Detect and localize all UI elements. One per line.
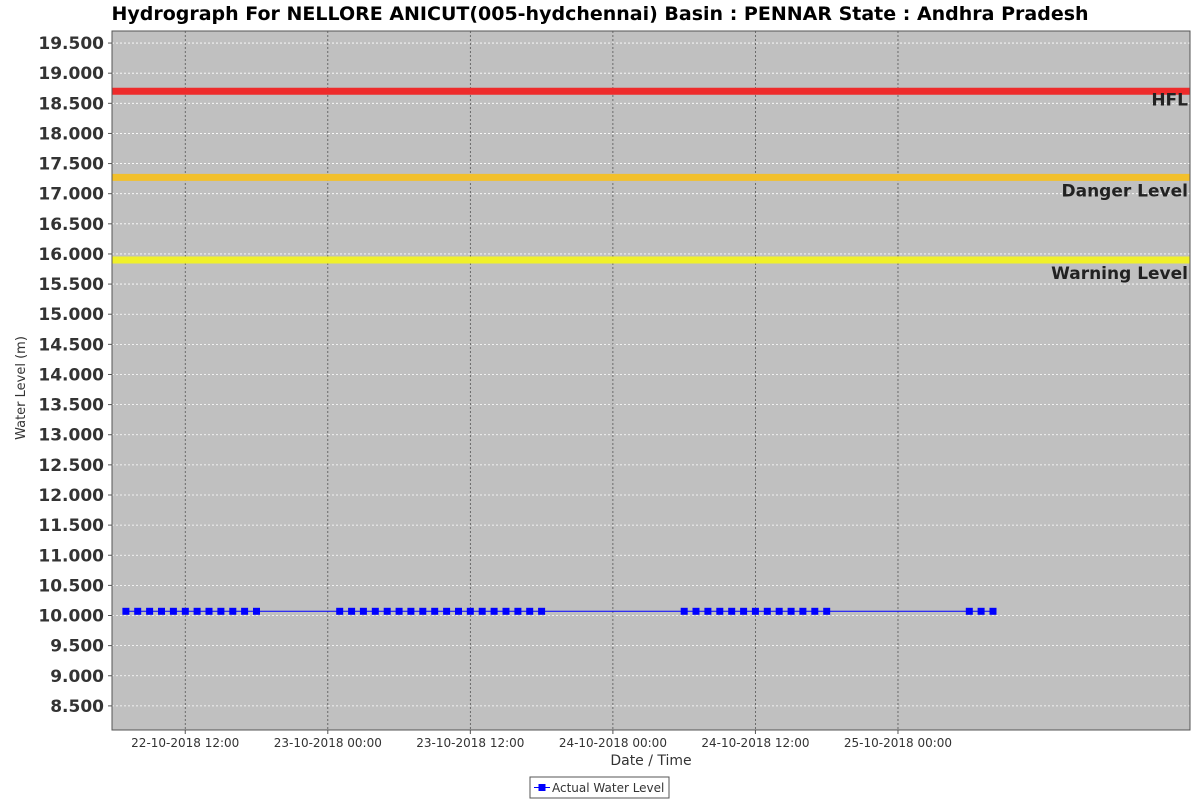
y-tick-label: 12.500: [38, 456, 104, 476]
data-point: [134, 607, 142, 615]
plot-border: [111, 30, 1191, 731]
data-point: [122, 607, 130, 615]
y-tick-label: 18.500: [38, 94, 104, 114]
data-point: [193, 607, 201, 615]
y-tick-label: 9.000: [50, 667, 104, 687]
data-point: [478, 607, 486, 615]
hfl-label: HFL: [1151, 90, 1188, 110]
data-point: [763, 607, 771, 615]
data-point: [728, 607, 736, 615]
series-layer: [122, 607, 997, 615]
data-point: [526, 607, 534, 615]
y-tick-label: 16.500: [38, 215, 104, 235]
y-tick-label: 18.000: [38, 124, 104, 144]
data-point: [490, 607, 498, 615]
y-tick-label: 10.500: [38, 576, 104, 596]
y-tick-label: 15.000: [38, 305, 104, 325]
legend-marker-swatch: [538, 784, 546, 791]
data-point: [169, 607, 177, 615]
data-point: [989, 607, 997, 615]
data-point: [241, 607, 249, 615]
y-tick-label: 15.500: [38, 275, 104, 295]
x-tick-label: 25-10-2018 00:00: [844, 736, 952, 750]
data-point: [158, 607, 165, 615]
data-point: [502, 607, 510, 615]
data-point: [348, 607, 356, 615]
legend-entry-actual-water-level: Actual Water Level: [552, 781, 664, 795]
data-point: [751, 607, 759, 615]
warning-level-label: Warning Level: [1051, 264, 1188, 284]
y-tick-label: 14.500: [38, 335, 104, 355]
data-point: [395, 607, 403, 615]
chart-title: Hydrograph For NELLORE ANICUT(005-hydche…: [111, 3, 1088, 25]
reference-lines: HFL Danger Level Warning Level: [112, 87, 1190, 284]
data-point: [205, 607, 213, 615]
y-tick-label: 10.000: [38, 607, 104, 627]
data-point: [419, 607, 427, 615]
y-tick-label: 19.000: [38, 64, 104, 84]
data-point: [431, 607, 439, 615]
data-point: [799, 607, 807, 615]
data-point: [217, 607, 225, 615]
y-tick-label: 17.500: [38, 155, 104, 175]
y-tick-label: 9.500: [50, 637, 104, 657]
data-point: [181, 607, 189, 615]
data-point: [336, 607, 344, 615]
data-point: [383, 607, 391, 615]
legend-box: [529, 776, 670, 799]
data-point: [466, 607, 474, 615]
y-tick-label: 8.500: [50, 697, 104, 717]
plot-area: [112, 31, 1190, 730]
data-point: [359, 607, 367, 615]
data-point: [371, 607, 379, 615]
x-axis: 22-10-2018 12:00 23-10-2018 00:00 23-10-20…: [131, 730, 952, 750]
data-point: [977, 607, 985, 615]
data-point: [704, 607, 712, 615]
legend: Actual Water Level: [529, 776, 670, 799]
grid-lines: [112, 31, 1190, 730]
x-tick-label: 24-10-2018 00:00: [559, 736, 667, 750]
data-point: [811, 607, 819, 615]
x-tick-label: 22-10-2018 12:00: [131, 736, 239, 750]
data-point: [775, 607, 783, 615]
x-tick-label: 23-10-2018 00:00: [274, 736, 382, 750]
y-tick-label: 16.000: [38, 245, 104, 265]
data-point: [514, 607, 522, 615]
x-tick-label: 23-10-2018 12:00: [416, 736, 524, 750]
data-point: [680, 607, 688, 615]
y-tick-label: 11.000: [38, 546, 104, 566]
y-tick-label: 13.500: [38, 396, 104, 416]
data-point: [253, 607, 260, 615]
y-tick-label: 17.000: [38, 185, 104, 205]
data-point: [538, 607, 546, 615]
data-point: [692, 607, 700, 615]
y-tick-label: 19.500: [38, 34, 104, 54]
data-point: [455, 607, 462, 615]
y-axis: 8.500 9.000 9.500 10.000 10.500 11.000 11.500 1…: [38, 34, 112, 717]
data-point: [965, 607, 973, 615]
data-point: [716, 607, 724, 615]
data-point: [229, 607, 237, 615]
data-point: [407, 607, 415, 615]
y-tick-label: 14.000: [38, 365, 104, 385]
y-tick-label: 11.500: [38, 516, 104, 536]
x-axis-label: Date / Time: [610, 753, 691, 769]
danger-level-label: Danger Level: [1062, 181, 1189, 201]
data-point: [443, 607, 451, 615]
data-point: [823, 607, 831, 615]
x-tick-label: 24-10-2018 12:00: [701, 736, 809, 750]
data-point: [787, 607, 795, 615]
y-axis-label: Water Level (m): [14, 336, 29, 440]
y-tick-label: 12.000: [38, 486, 104, 506]
y-tick-label: 13.000: [38, 426, 104, 446]
data-point: [740, 607, 748, 615]
data-point: [146, 607, 154, 615]
